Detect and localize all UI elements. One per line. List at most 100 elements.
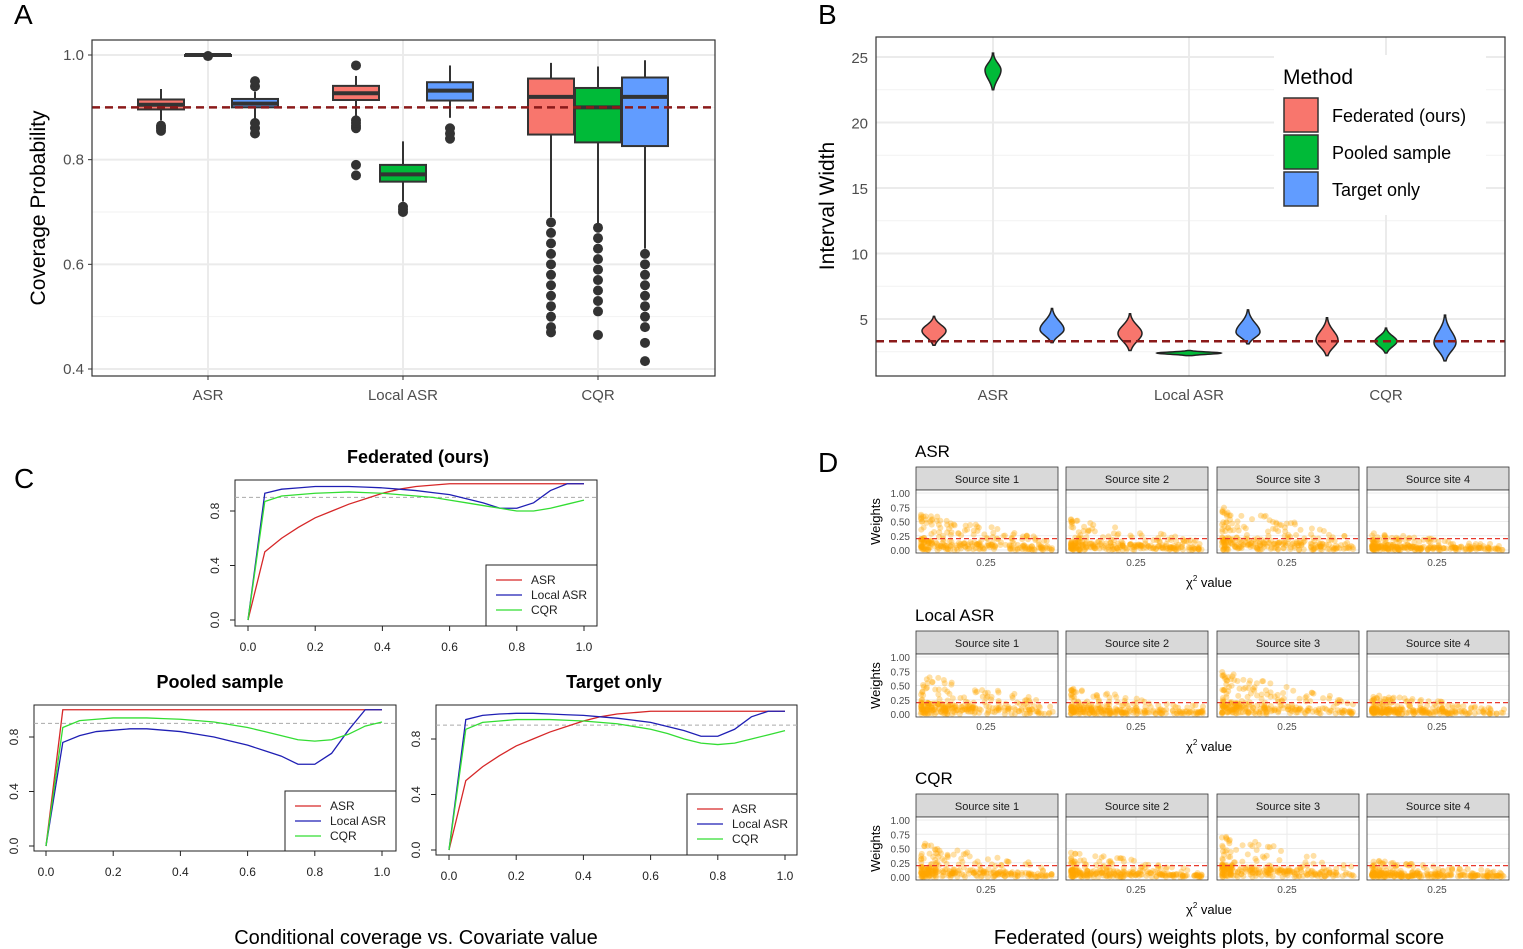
scatter-point (1159, 542, 1166, 549)
y-tick-label: 0.50 (891, 845, 911, 856)
scatter-point (986, 544, 993, 551)
scatter-point (1150, 545, 1157, 552)
scatter-point (1229, 536, 1236, 543)
scatter-point (1268, 708, 1275, 715)
scatter-point (1239, 709, 1246, 716)
scatter-point (1131, 546, 1138, 553)
scatter-point (1092, 545, 1099, 552)
scatter-point (1069, 520, 1076, 527)
scatter-point (1079, 538, 1086, 545)
scatter-point (1319, 541, 1326, 548)
scatter-point (958, 704, 965, 711)
scatter-point (1401, 870, 1408, 877)
scatter-point (1174, 544, 1181, 551)
scatter-point (1090, 543, 1097, 550)
scatter-point (1342, 545, 1349, 552)
scatter-point (1267, 680, 1274, 687)
scatter-point (1166, 546, 1173, 553)
scatter-point (1236, 538, 1243, 545)
scatter-point (1068, 710, 1075, 717)
scatter-point (928, 513, 935, 520)
scatter-point (983, 542, 990, 549)
scatter-point (1221, 541, 1228, 548)
scatter-point (1001, 710, 1008, 717)
scatter-point (1083, 544, 1090, 551)
y-tick-label: 0.50 (891, 682, 911, 693)
scatter-point (1383, 540, 1390, 547)
scatter-point (925, 710, 932, 717)
legend-entry: CQR (531, 603, 558, 617)
scatter-point (1025, 871, 1032, 878)
box-outlier (640, 259, 650, 270)
scatter-point (1071, 708, 1078, 715)
scatter-point (1244, 542, 1251, 549)
scatter-point (1027, 709, 1034, 716)
scatter-point (1044, 543, 1051, 550)
scatter-point (1400, 544, 1407, 551)
scatter-point (1074, 708, 1081, 715)
scatter-point (1317, 543, 1324, 550)
scatter-point (1164, 536, 1171, 543)
scatter-point (1069, 546, 1076, 553)
x-tick-label: 0.4 (575, 869, 592, 883)
scatter-point (1276, 539, 1283, 546)
scatter-point (1107, 539, 1114, 546)
scatter-point (1440, 545, 1447, 552)
y-tick-label: 0.75 (891, 503, 911, 514)
scatter-point (939, 873, 946, 880)
scatter-point (1073, 543, 1080, 550)
scatter-point (1068, 540, 1075, 547)
scatter-point (1068, 543, 1075, 550)
scatter-point (944, 708, 951, 715)
scatter-point (1119, 543, 1126, 550)
y-axis-title: Weights (868, 662, 883, 709)
scatter-point (1221, 539, 1228, 546)
scatter-point (1119, 541, 1126, 548)
box-outlier (640, 269, 650, 280)
scatter-point (1242, 868, 1249, 875)
scatter-point (1238, 512, 1245, 519)
scatter-point (1034, 708, 1041, 715)
scatter-point (1094, 694, 1101, 701)
scatter-point (1131, 707, 1138, 714)
scatter-point (950, 851, 957, 858)
scatter-point (1317, 540, 1324, 547)
scatter-point (1374, 544, 1381, 551)
scatter-point (1222, 848, 1229, 855)
scatter-point (1254, 544, 1261, 551)
violin (984, 52, 1002, 91)
box-outlier (640, 301, 650, 312)
series-line-local-asr (448, 710, 785, 851)
scatter-point (1371, 546, 1378, 553)
scatter-point (1278, 522, 1285, 529)
scatter-point (1466, 540, 1473, 547)
scatter-point (1075, 529, 1082, 536)
scatter-point (1157, 710, 1164, 717)
scatter-point (1075, 543, 1082, 550)
scatter-point (1465, 545, 1472, 552)
scatter-point (1137, 545, 1144, 552)
scatter-point (1303, 693, 1310, 700)
scatter-point (1123, 546, 1130, 553)
y-axis-title: Weights (868, 498, 883, 545)
scatter-point (1244, 693, 1251, 700)
scatter-point (1068, 692, 1075, 699)
scatter-point (1411, 872, 1418, 879)
scatter-point (1019, 546, 1026, 553)
scatter-point (988, 696, 995, 703)
scatter-point (1126, 870, 1133, 877)
y-tick-label: 0.50 (891, 518, 911, 529)
scatter-point (1178, 868, 1185, 875)
scatter-point (1156, 538, 1163, 545)
scatter-point (951, 522, 958, 529)
violin (1039, 307, 1065, 344)
scatter-point (1219, 526, 1226, 533)
scatter-point (1219, 535, 1226, 542)
scatter-point (1316, 541, 1323, 548)
scatter-point (1096, 870, 1103, 877)
scatter-point (1344, 700, 1351, 707)
scatter-point (1241, 541, 1248, 548)
scatter-point (918, 516, 925, 523)
scatter-point (1104, 703, 1111, 710)
scatter-point (1264, 543, 1271, 550)
